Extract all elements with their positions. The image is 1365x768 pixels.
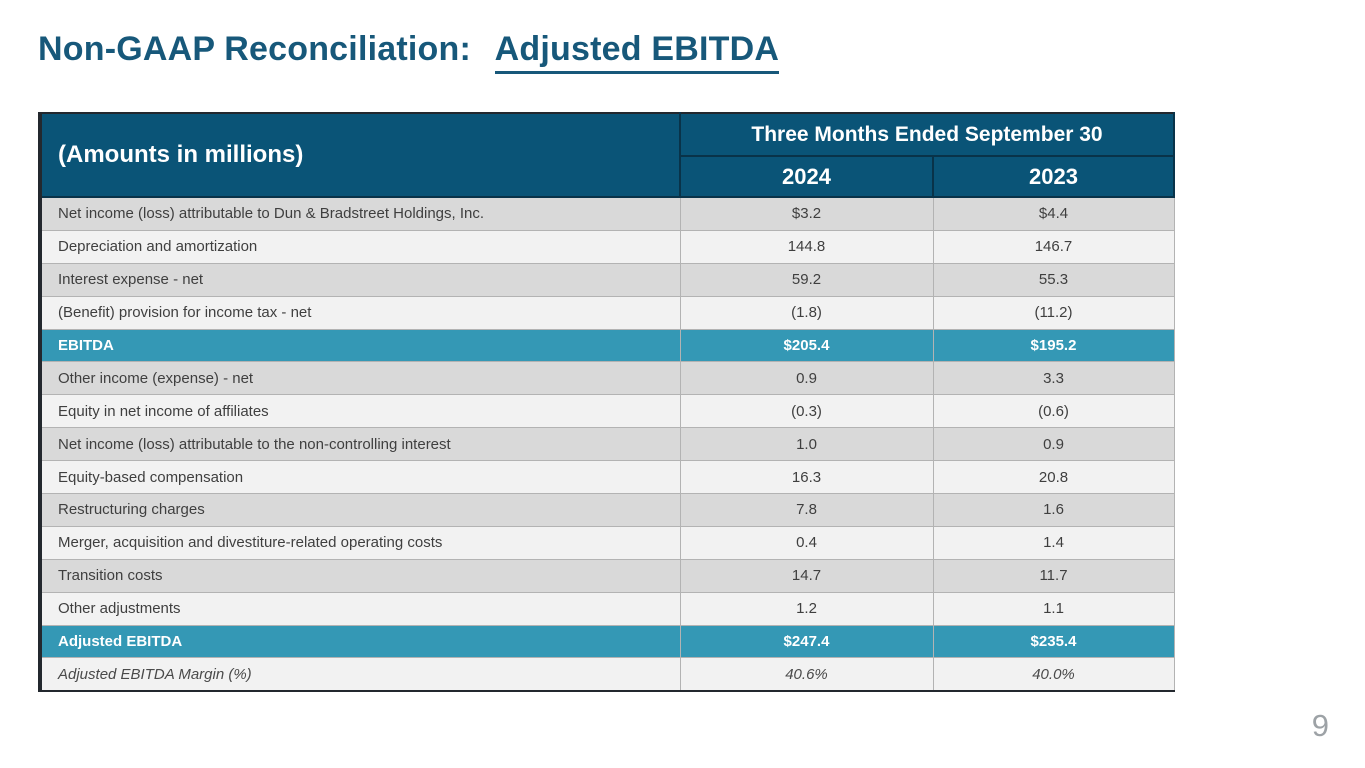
table-row: Merger, acquisition and divestiture-rela…	[40, 525, 1175, 560]
row-label: EBITDA	[40, 328, 681, 363]
table-row: Interest expense - net 59.2 55.3	[40, 262, 1175, 297]
row-value-2024: 144.8	[679, 229, 934, 264]
row-value-2023: (0.6)	[932, 394, 1175, 429]
table-row: EBITDA $205.4 $195.2	[40, 328, 1175, 363]
row-label: Restructuring charges	[40, 493, 681, 527]
reconciliation-table-grid: (Amounts in millions) Three Months Ended…	[38, 112, 1175, 693]
row-value-2024: 1.2	[679, 591, 934, 626]
table-row: Depreciation and amortization 144.8 146.…	[40, 229, 1175, 264]
row-value-2024: 7.8	[679, 493, 934, 527]
row-value-2023: 3.3	[932, 361, 1175, 396]
reconciliation-table: (Amounts in millions) Three Months Ended…	[38, 112, 1175, 693]
row-label: Net income (loss) attributable to the no…	[40, 427, 681, 462]
table-row: Other income (expense) - net 0.9 3.3	[40, 361, 1175, 396]
row-value-2023: $195.2	[932, 328, 1175, 363]
row-value-2024: $205.4	[679, 328, 934, 363]
table-header: (Amounts in millions) Three Months Ended…	[40, 113, 1175, 198]
table-row: Other adjustments 1.2 1.1	[40, 591, 1175, 626]
row-value-2024: (0.3)	[679, 394, 934, 429]
year-column-2024: 2024	[679, 156, 934, 198]
row-label: Transition costs	[40, 558, 681, 593]
row-label: Equity-based compensation	[40, 460, 681, 495]
row-value-2023: (11.2)	[932, 295, 1175, 330]
period-header: Three Months Ended September 30	[679, 113, 1175, 157]
row-label: Depreciation and amortization	[40, 229, 681, 264]
row-value-2024: 14.7	[679, 558, 934, 593]
row-value-2023: $4.4	[932, 196, 1175, 231]
row-value-2024: $3.2	[679, 196, 934, 231]
row-label: Adjusted EBITDA Margin (%)	[40, 657, 681, 692]
table-row: Transition costs 14.7 11.7	[40, 558, 1175, 593]
row-value-2023: 1.1	[932, 591, 1175, 626]
year-column-2023: 2023	[932, 156, 1175, 198]
row-label: Adjusted EBITDA	[40, 624, 681, 659]
table-header-row-years: 2024 2023	[40, 156, 1175, 198]
table-header-row-period: (Amounts in millions) Three Months Ended…	[40, 113, 1175, 198]
row-value-2024: 0.4	[679, 525, 934, 560]
row-value-2023: 40.0%	[932, 657, 1175, 692]
row-label: Net income (loss) attributable to Dun & …	[40, 196, 681, 231]
row-value-2023: 11.7	[932, 558, 1175, 593]
row-value-2023: 1.6	[932, 493, 1175, 527]
page-number: 9	[1311, 708, 1329, 743]
table-row: Equity in net income of affiliates (0.3)…	[40, 394, 1175, 429]
table-body: Net income (loss) attributable to Dun & …	[40, 196, 1175, 692]
row-label: Other adjustments	[40, 591, 681, 626]
table-row: Adjusted EBITDA $247.4 $235.4	[40, 624, 1175, 659]
row-value-2023: 20.8	[932, 460, 1175, 495]
table-row: Net income (loss) attributable to the no…	[40, 427, 1175, 462]
row-value-2024: 40.6%	[679, 657, 934, 692]
table-row: (Benefit) provision for income tax - net…	[40, 295, 1175, 330]
table-row: Restructuring charges 7.8 1.6	[40, 493, 1175, 527]
slide-title: Non-GAAP Reconciliation: Adjusted EBITDA	[38, 30, 780, 74]
row-value-2023: 146.7	[932, 229, 1175, 264]
row-label: Other income (expense) - net	[40, 361, 681, 396]
row-value-2024: $247.4	[679, 624, 934, 659]
table-row: Equity-based compensation 16.3 20.8	[40, 460, 1175, 495]
row-value-2024: 16.3	[679, 460, 934, 495]
slide-title-emphasis: Adjusted EBITDA	[494, 30, 780, 74]
slide-title-prefix: Non-GAAP Reconciliation:	[38, 30, 481, 68]
row-value-2024: (1.8)	[679, 295, 934, 330]
row-value-2023: 0.9	[932, 427, 1175, 462]
row-value-2023: $235.4	[932, 624, 1175, 659]
table-row: Adjusted EBITDA Margin (%) 40.6% 40.0%	[40, 657, 1175, 692]
row-label: Equity in net income of affiliates	[40, 394, 681, 429]
table-corner-label: (Amounts in millions)	[40, 113, 681, 198]
row-value-2023: 1.4	[932, 525, 1175, 560]
row-label: Merger, acquisition and divestiture-rela…	[40, 525, 681, 560]
row-label: Interest expense - net	[40, 262, 681, 297]
row-value-2024: 59.2	[679, 262, 934, 297]
table-row: Net income (loss) attributable to Dun & …	[40, 196, 1175, 231]
row-value-2023: 55.3	[932, 262, 1175, 297]
row-label: (Benefit) provision for income tax - net	[40, 295, 681, 330]
row-value-2024: 1.0	[679, 427, 934, 462]
row-value-2024: 0.9	[679, 361, 934, 396]
